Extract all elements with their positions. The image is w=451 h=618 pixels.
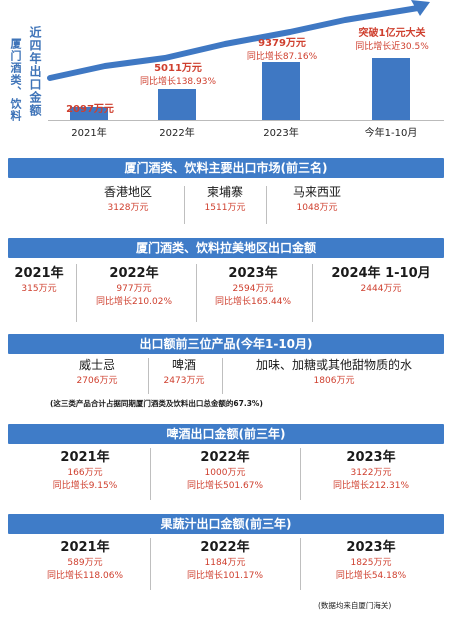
section4-banner: 啤酒出口金额(前三年): [8, 424, 444, 444]
market-name-3: 马来西亚: [292, 185, 341, 199]
products-share-note: (这三类产品合计占据同期厦门酒类及饮料出口总金额的67.3%): [50, 399, 263, 408]
juice-year-1: 2021年: [60, 540, 110, 555]
beer-growth-1: 同比增长9.15%: [52, 481, 118, 491]
section2-banner: 厦门酒类、饮料拉美地区出口金额: [8, 238, 444, 258]
separator: [300, 538, 301, 590]
bar-label-2024: 突破1亿元大关 同比增长近30.5%: [340, 24, 444, 52]
product-item-1: 威士忌 2706万元: [52, 356, 142, 386]
bar-2022: [158, 88, 196, 120]
section5-banner: 果蔬汁出口金额(前三年): [8, 514, 444, 534]
beer-year-3: 2023年: [346, 450, 396, 465]
juice-item-1: 2021年 589万元 同比增长118.06%: [30, 536, 140, 581]
juice-growth-3: 同比增长54.18%: [335, 571, 407, 581]
product-item-2: 啤酒 2473万元: [152, 356, 216, 386]
latam-year-3: 2023年: [228, 266, 278, 281]
product-value-3: 1806万元: [313, 376, 355, 386]
beer-value-3: 3122万元: [350, 468, 392, 478]
latam-item-1: 2021年 315万元: [6, 262, 72, 294]
beer-item-1: 2021年 166万元 同比增长9.15%: [30, 446, 140, 491]
market-value-2: 1511万元: [204, 203, 246, 213]
source-note: (数据均来自厦门海关): [318, 601, 392, 610]
bar-growth-2024: 同比增长近30.5%: [355, 42, 429, 52]
section1-banner: 厦门酒类、饮料主要出口市场(前三名): [8, 158, 444, 178]
product-name-1: 威士忌: [78, 358, 115, 372]
trend-arrow-line: [47, 5, 421, 81]
x-tick-2023: 2023年: [263, 128, 299, 139]
market-item-2: 柬埔寨 1511万元: [190, 183, 260, 213]
bar-value-2023: 9379万元: [258, 38, 306, 49]
separator: [76, 264, 77, 322]
beer-value-1: 166万元: [67, 468, 103, 478]
bar-value-2021: 2097万元: [66, 104, 114, 115]
section3-banner: 出口额前三位产品(今年1-10月): [8, 334, 444, 354]
bar-value-2024: 突破1亿元大关: [358, 28, 426, 39]
market-item-1: 香港地区 3128万元: [80, 183, 176, 213]
juice-value-1: 589万元: [67, 558, 103, 568]
bar-2021: [70, 106, 108, 120]
product-item-3: 加味、加糖或其他甜物质的水 1806万元: [224, 356, 444, 386]
juice-growth-1: 同比增长118.06%: [46, 571, 124, 581]
separator: [266, 186, 267, 224]
product-name-3: 加味、加糖或其他甜物质的水: [255, 358, 412, 372]
x-tick-2024: 今年1-10月: [364, 128, 418, 139]
separator: [222, 358, 223, 394]
separator: [150, 538, 151, 590]
separator: [150, 448, 151, 500]
beer-item-2: 2022年 1000万元 同比增长501.67%: [160, 446, 290, 491]
juice-growth-2: 同比增长101.17%: [186, 571, 264, 581]
beer-year-1: 2021年: [60, 450, 110, 465]
juice-year-2: 2022年: [200, 540, 250, 555]
trend-arrow-head: [411, 0, 430, 16]
market-value-3: 1048万元: [296, 203, 338, 213]
beer-growth-2: 同比增长501.67%: [186, 481, 264, 491]
separator: [312, 264, 313, 322]
bar-2024: [372, 58, 410, 120]
juice-value-2: 1184万元: [204, 558, 246, 568]
latam-value-4: 2444万元: [360, 284, 402, 294]
chart-title-line1: 厦门酒类、饮料: [9, 38, 22, 122]
market-name-2: 柬埔寨: [206, 185, 243, 199]
latam-growth-3: 同比增长165.44%: [214, 297, 292, 307]
latam-item-2: 2022年 977万元 同比增长210.02%: [80, 262, 188, 307]
product-value-2: 2473万元: [163, 376, 205, 386]
latam-value-1: 315万元: [21, 284, 57, 294]
separator: [196, 264, 197, 322]
latam-value-3: 2594万元: [232, 284, 274, 294]
bar-label-2021: 2097万元: [58, 100, 122, 115]
bar-label-2022: 5011万元 同比增长138.93%: [128, 59, 228, 87]
latam-year-2: 2022年: [109, 266, 159, 281]
x-tick-2021: 2021年: [71, 128, 107, 139]
bar-2023: [262, 61, 300, 120]
latam-growth-2: 同比增长210.02%: [95, 297, 173, 307]
chart-title-line2: 近四年出口金额: [28, 26, 42, 117]
juice-year-3: 2023年: [346, 540, 396, 555]
trend-arrow: [47, 0, 430, 81]
bar-label-2023: 9379万元 同比增长87.16%: [232, 34, 332, 62]
x-axis-line: [48, 120, 444, 121]
market-item-3: 马来西亚 1048万元: [272, 183, 362, 213]
separator: [184, 186, 185, 224]
beer-year-2: 2022年: [200, 450, 250, 465]
bar-growth-2022: 同比增长138.93%: [139, 77, 217, 87]
product-value-1: 2706万元: [76, 376, 118, 386]
market-value-1: 3128万元: [107, 203, 149, 213]
x-tick-2022: 2022年: [159, 128, 195, 139]
juice-item-2: 2022年 1184万元 同比增长101.17%: [160, 536, 290, 581]
beer-value-2: 1000万元: [204, 468, 246, 478]
latam-item-3: 2023年 2594万元 同比增长165.44%: [200, 262, 306, 307]
separator: [300, 448, 301, 500]
market-name-1: 香港地区: [103, 185, 152, 199]
latam-year-4: 2024年 1-10月: [331, 266, 431, 281]
juice-item-3: 2023年 1825万元 同比增长54.18%: [306, 536, 436, 581]
bar-value-2022: 5011万元: [154, 63, 202, 74]
separator: [148, 358, 149, 394]
latam-year-1: 2021年: [14, 266, 64, 281]
beer-growth-3: 同比增长212.31%: [332, 481, 410, 491]
juice-value-3: 1825万元: [350, 558, 392, 568]
product-name-2: 啤酒: [171, 358, 196, 372]
latam-value-2: 977万元: [116, 284, 152, 294]
bar-growth-2023: 同比增长87.16%: [246, 52, 318, 62]
latam-item-4: 2024年 1-10月 2444万元: [316, 262, 446, 294]
beer-item-3: 2023年 3122万元 同比增长212.31%: [306, 446, 436, 491]
